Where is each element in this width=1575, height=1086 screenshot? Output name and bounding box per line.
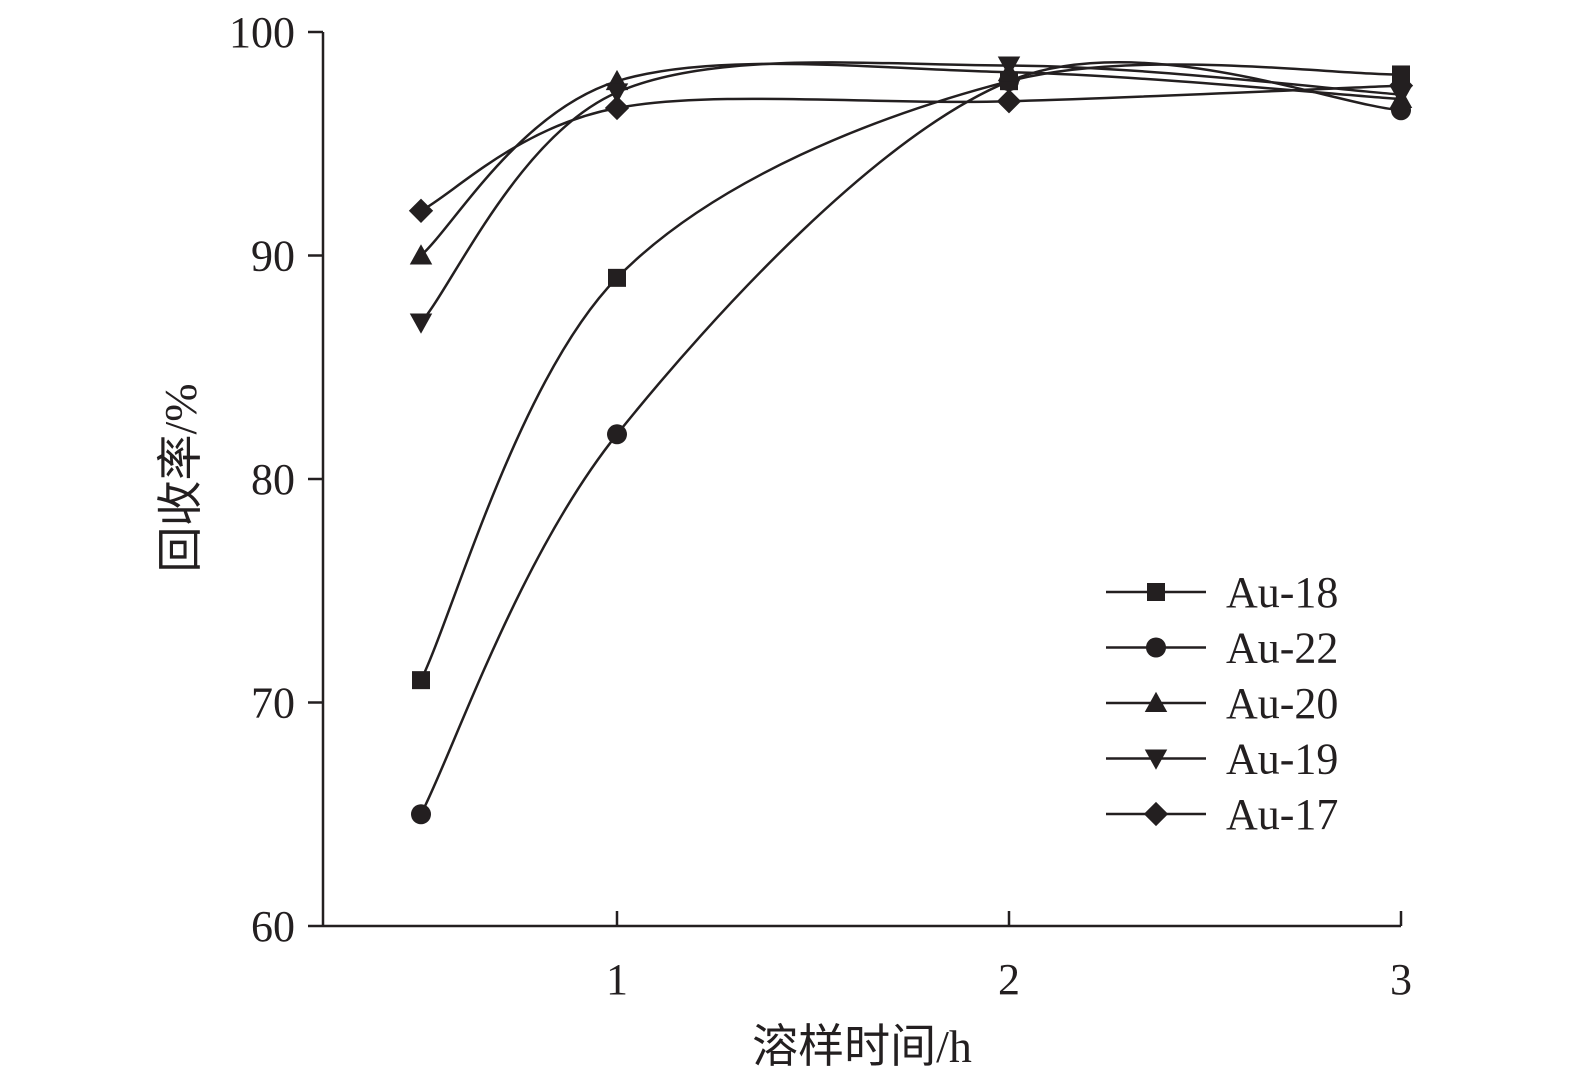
x-tick-label: 2 bbox=[998, 955, 1020, 1004]
data-point bbox=[411, 804, 431, 825]
legend-label: Au-19 bbox=[1226, 735, 1338, 784]
legend-item: Au-22 bbox=[1106, 624, 1338, 673]
data-point bbox=[408, 198, 434, 223]
x-tick-label: 1 bbox=[606, 955, 628, 1004]
legend-label: Au-18 bbox=[1226, 568, 1338, 617]
data-point bbox=[412, 671, 430, 690]
legend-marker bbox=[1144, 691, 1168, 712]
y-tick-label: 100 bbox=[229, 8, 295, 57]
data-point bbox=[608, 268, 626, 287]
data-point bbox=[409, 244, 433, 265]
legend-marker bbox=[1147, 583, 1165, 601]
y-tick-label: 70 bbox=[251, 679, 295, 728]
series-layer bbox=[408, 56, 1414, 825]
data-point bbox=[607, 424, 627, 445]
data-point bbox=[997, 56, 1021, 77]
series-au-19 bbox=[409, 56, 1413, 334]
legend-item: Au-18 bbox=[1106, 568, 1338, 617]
axes: 60 70 80 90 100 1 2 3 bbox=[229, 8, 1412, 1004]
series-line bbox=[419, 63, 1402, 681]
y-axis-title: 回收率/% bbox=[155, 383, 206, 572]
legend-label: Au-20 bbox=[1226, 679, 1338, 728]
y-tick-label: 80 bbox=[251, 455, 295, 504]
series-line bbox=[420, 84, 1402, 212]
data-point bbox=[605, 83, 629, 104]
data-point bbox=[996, 89, 1022, 114]
legend-marker bbox=[1146, 637, 1166, 658]
series-line bbox=[420, 62, 1402, 257]
data-point bbox=[604, 95, 630, 121]
x-tick-label: 3 bbox=[1390, 955, 1412, 1004]
legend: Au-18 Au-22 Au-20 Au-19 Au-17 bbox=[1106, 568, 1338, 839]
y-tick-label: 60 bbox=[251, 902, 295, 951]
legend-item: Au-20 bbox=[1106, 679, 1338, 728]
series-au-17 bbox=[408, 73, 1414, 223]
legend-item: Au-17 bbox=[1106, 790, 1338, 839]
legend-label: Au-17 bbox=[1226, 790, 1338, 839]
legend-marker bbox=[1144, 749, 1168, 770]
legend-label: Au-22 bbox=[1226, 624, 1338, 673]
x-axis-title: 溶样时间/h bbox=[752, 1021, 972, 1072]
y-tick-label: 90 bbox=[251, 232, 295, 281]
legend-item: Au-19 bbox=[1106, 735, 1338, 784]
data-point bbox=[409, 313, 433, 334]
data-point bbox=[1388, 73, 1414, 98]
legend-marker bbox=[1143, 801, 1169, 827]
series-line bbox=[420, 61, 1402, 324]
series-line bbox=[419, 61, 1402, 815]
